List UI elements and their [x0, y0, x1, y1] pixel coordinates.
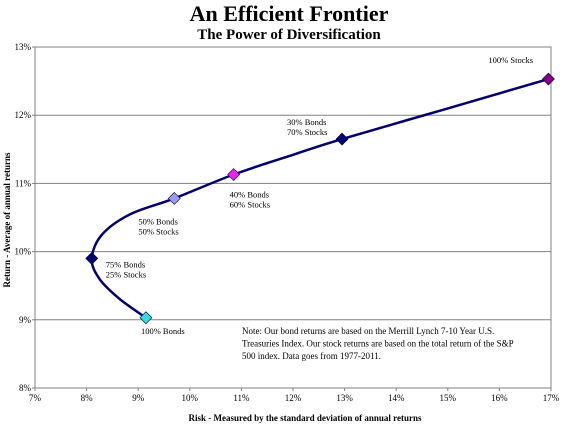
- portfolio-point-label: 50% Stocks: [138, 226, 178, 236]
- note-line: Treasuries Index. Our stock returns are …: [242, 339, 514, 349]
- portfolio-point-marker: [335, 132, 349, 146]
- portfolio-point-marker: [167, 191, 181, 205]
- y-tick-label: 8%: [19, 383, 32, 393]
- data-note: Note: Our bond returns are based on the …: [242, 326, 514, 361]
- x-tick-label: 8%: [81, 393, 94, 403]
- x-tick-label: 16%: [491, 393, 508, 403]
- portfolio-point-label: 25% Stocks: [106, 269, 146, 279]
- y-tick-label: 9%: [19, 315, 32, 325]
- portfolio-point-label: 100% Bonds: [141, 326, 185, 336]
- x-tick-label: 14%: [388, 393, 405, 403]
- x-tick-label: 13%: [336, 393, 353, 403]
- portfolio-point-label: 30% Bonds: [287, 117, 326, 127]
- x-tick-label: 9%: [132, 393, 145, 403]
- x-tick-label: 10%: [182, 393, 199, 403]
- y-tick-label: 10%: [15, 247, 32, 257]
- x-axis-label: Risk - Measured by the standard deviatio…: [189, 413, 422, 423]
- portfolio-point-marker: [227, 168, 241, 181]
- x-tick-label: 17%: [543, 393, 560, 403]
- gridlines: [35, 114, 551, 321]
- portfolio-point-label: 50% Bonds: [138, 216, 177, 226]
- y-axis-label: Return - Average of annual returns: [2, 152, 12, 287]
- x-tick-label: 7%: [29, 393, 42, 403]
- chart-title: An Efficient Frontier: [190, 1, 389, 26]
- chart-subtitle: The Power of Diversification: [197, 27, 381, 43]
- plot-area: [34, 46, 552, 389]
- x-tick-label: 15%: [440, 393, 457, 403]
- note-line: Note: Our bond returns are based on the …: [242, 326, 494, 336]
- note-line: 500 index. Data goes from 1977-2011.: [242, 351, 381, 361]
- portfolio-point-marker: [139, 311, 153, 325]
- x-tick-label: 11%: [233, 393, 250, 403]
- portfolio-point-label: 60% Stocks: [230, 200, 270, 210]
- y-tick-label: 13%: [15, 42, 32, 52]
- portfolio-point-label: 70% Stocks: [287, 127, 327, 137]
- portfolio-point-label: 100% Stocks: [488, 55, 533, 65]
- portfolio-point-label: 75% Bonds: [106, 259, 145, 269]
- portfolio-point-marker: [85, 251, 99, 265]
- portfolio-point-marker: [541, 72, 555, 86]
- axis-ticks: 8%9%10%11%12%13%7% 8% 9% 10% 11% 12% 13% 14% 15%…: [15, 42, 560, 403]
- y-tick-label: 12%: [15, 110, 32, 120]
- portfolio-point-label: 40% Bonds: [230, 190, 269, 200]
- x-tick-label: 12%: [285, 393, 302, 403]
- y-tick-label: 11%: [15, 178, 32, 188]
